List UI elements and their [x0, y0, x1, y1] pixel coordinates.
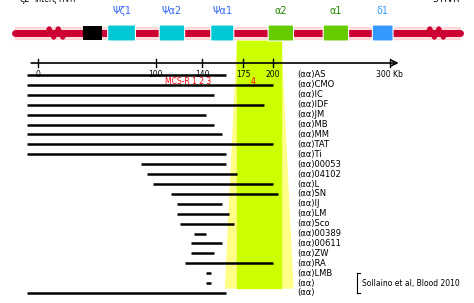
Text: (αα)ZW: (αα)ZW: [297, 249, 328, 258]
Text: (αα)RA: (αα)RA: [297, 259, 326, 268]
Text: 0: 0: [36, 70, 41, 79]
Text: 175: 175: [236, 70, 251, 79]
Text: (αα)00389: (αα)00389: [297, 229, 341, 238]
Text: MCS-R 1 2 3: MCS-R 1 2 3: [165, 77, 211, 86]
Text: (αα)TAT: (αα)TAT: [297, 140, 329, 149]
Text: δ1: δ1: [377, 6, 389, 16]
Text: (αα)04102: (αα)04102: [297, 170, 341, 178]
Text: 300 Kb: 300 Kb: [376, 70, 403, 79]
FancyBboxPatch shape: [323, 25, 348, 41]
Polygon shape: [226, 41, 293, 288]
Text: 140: 140: [195, 70, 210, 79]
Text: (αα): (αα): [297, 288, 314, 298]
FancyBboxPatch shape: [211, 25, 234, 41]
Text: ζ2: ζ2: [19, 0, 29, 4]
Text: (αα): (αα): [297, 278, 314, 288]
Text: Ψζ1: Ψζ1: [112, 6, 131, 16]
Text: Sollaino et al, Blood 2010: Sollaino et al, Blood 2010: [362, 278, 460, 288]
Polygon shape: [237, 41, 281, 288]
Text: (αα)MB: (αα)MB: [297, 120, 328, 129]
Text: (αα)IDF: (αα)IDF: [297, 100, 328, 109]
Text: (αα)L: (αα)L: [297, 179, 319, 188]
FancyBboxPatch shape: [373, 25, 393, 41]
Text: (αα)LMB: (αα)LMB: [297, 269, 332, 278]
Text: (αα)AS: (αα)AS: [297, 71, 325, 79]
FancyBboxPatch shape: [108, 25, 136, 41]
Text: (αα)00611: (αα)00611: [297, 239, 341, 248]
Text: 100: 100: [148, 70, 163, 79]
Text: (αα)SN: (αα)SN: [297, 189, 326, 198]
Text: (αα)00053: (αα)00053: [297, 160, 341, 169]
FancyBboxPatch shape: [159, 25, 185, 41]
Text: (αα)Ti: (αα)Ti: [297, 150, 321, 159]
Text: (αα)IJ: (αα)IJ: [297, 199, 319, 208]
FancyBboxPatch shape: [268, 25, 293, 41]
Text: (αα)Sco: (αα)Sco: [297, 219, 329, 228]
Text: 3'HVR: 3'HVR: [432, 0, 460, 4]
Text: (αα)MM: (αα)MM: [297, 130, 329, 139]
Text: (αα)IC: (αα)IC: [297, 90, 323, 99]
Text: (αα)CMO: (αα)CMO: [297, 80, 334, 89]
Text: 4: 4: [250, 77, 255, 86]
Text: Ψα2: Ψα2: [162, 6, 182, 16]
Text: Interζ-HVR: Interζ-HVR: [34, 0, 75, 4]
Text: (αα)JM: (αα)JM: [297, 110, 324, 119]
Text: α1: α1: [329, 6, 342, 16]
Text: 200: 200: [265, 70, 280, 79]
Text: (αα)LM: (αα)LM: [297, 209, 326, 218]
Bar: [83, 26, 101, 40]
Text: α2: α2: [274, 6, 287, 16]
Text: Ψα1: Ψα1: [212, 6, 232, 16]
